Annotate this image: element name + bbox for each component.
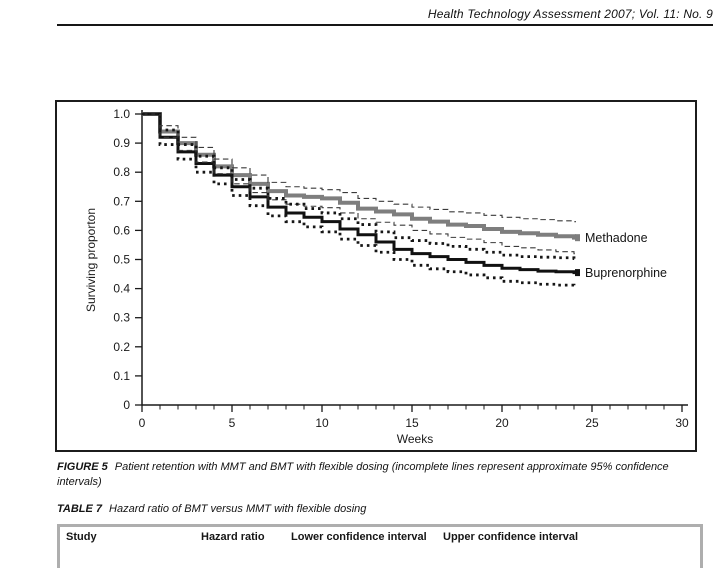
table-column-upper-ci: Upper confidence interval — [443, 531, 579, 543]
y-tick-label: 0 — [123, 398, 130, 412]
table-caption: TABLE 7 Hazard ratio of BMT versus MMT wi… — [57, 502, 707, 517]
methadone-curve — [142, 112, 576, 240]
x-tick-label: 30 — [675, 416, 689, 430]
x-tick-label: 10 — [315, 416, 329, 430]
x-tick-label: 15 — [405, 416, 419, 430]
figure-caption: FIGURE 5 Patient retention with MMT and B… — [57, 460, 707, 490]
table-caption-label: TABLE 7 — [57, 503, 103, 515]
y-tick-label: 1.0 — [113, 107, 130, 121]
figure-5-panel: 1.0 0.9 0.8 0.7 0.6 0.5 0.4 0.3 0.2 0.1 0 0 5 10 15 20 2… — [55, 100, 697, 452]
table-column-study: Study — [66, 531, 97, 543]
buprenorphine-lower-95-ci-curve — [142, 112, 576, 289]
retention-chart-svg: 1.0 0.9 0.8 0.7 0.6 0.5 0.4 0.3 0.2 0.1 00 5 10 15 20 2… — [84, 107, 689, 446]
buprenorphine-curve-end-cap — [575, 269, 580, 277]
methadone-curve-end-cap — [575, 234, 580, 242]
methadone-lower-95-ci-curve — [142, 113, 576, 255]
journal-page: { "page": { "header": { "journal_line": … — [55, 7, 713, 568]
buprenorphine-curve — [142, 112, 576, 275]
methadone-upper-95-ci-curve — [142, 113, 576, 223]
x-tick-label: 25 — [585, 416, 599, 430]
figure-caption-text: Patient retention with MMT and BMT with … — [57, 461, 669, 488]
legend-label-methadone: Methadone — [585, 231, 648, 245]
table-column-lower-ci: Lower confidence interval — [291, 531, 427, 543]
x-axis-title: Weeks — [397, 432, 433, 446]
y-tick-label: 0.8 — [113, 165, 130, 179]
table-7-frame: Study Hazard ratio Lower confidence inte… — [57, 524, 703, 568]
x-tick-label: 0 — [139, 416, 146, 430]
y-tick-label: 0.3 — [113, 311, 130, 325]
y-tick-label: 0.5 — [113, 253, 130, 267]
figure-caption-label: FIGURE 5 — [57, 461, 108, 473]
buprenorphine-upper-95-ci-curve — [142, 112, 576, 261]
table-column-hazard-ratio: Hazard ratio — [201, 531, 265, 543]
y-tick-label: 0.9 — [113, 136, 130, 150]
header-rule — [57, 24, 713, 26]
y-tick-label: 0.7 — [113, 194, 130, 208]
journal-header: Health Technology Assessment 2007; Vol. … — [427, 7, 713, 21]
x-tick-label: 20 — [495, 416, 509, 430]
table-caption-text: Hazard ratio of BMT versus MMT with flex… — [109, 503, 367, 515]
y-axis-title: Surviving proporton — [84, 208, 98, 312]
y-tick-label: 0.6 — [113, 223, 130, 237]
y-tick-label: 0.2 — [113, 340, 130, 354]
y-tick-label: 0.1 — [113, 369, 130, 383]
legend-label-buprenorphine: Buprenorphine — [585, 266, 667, 280]
x-tick-label: 5 — [229, 416, 236, 430]
y-tick-label: 0.4 — [113, 282, 130, 296]
